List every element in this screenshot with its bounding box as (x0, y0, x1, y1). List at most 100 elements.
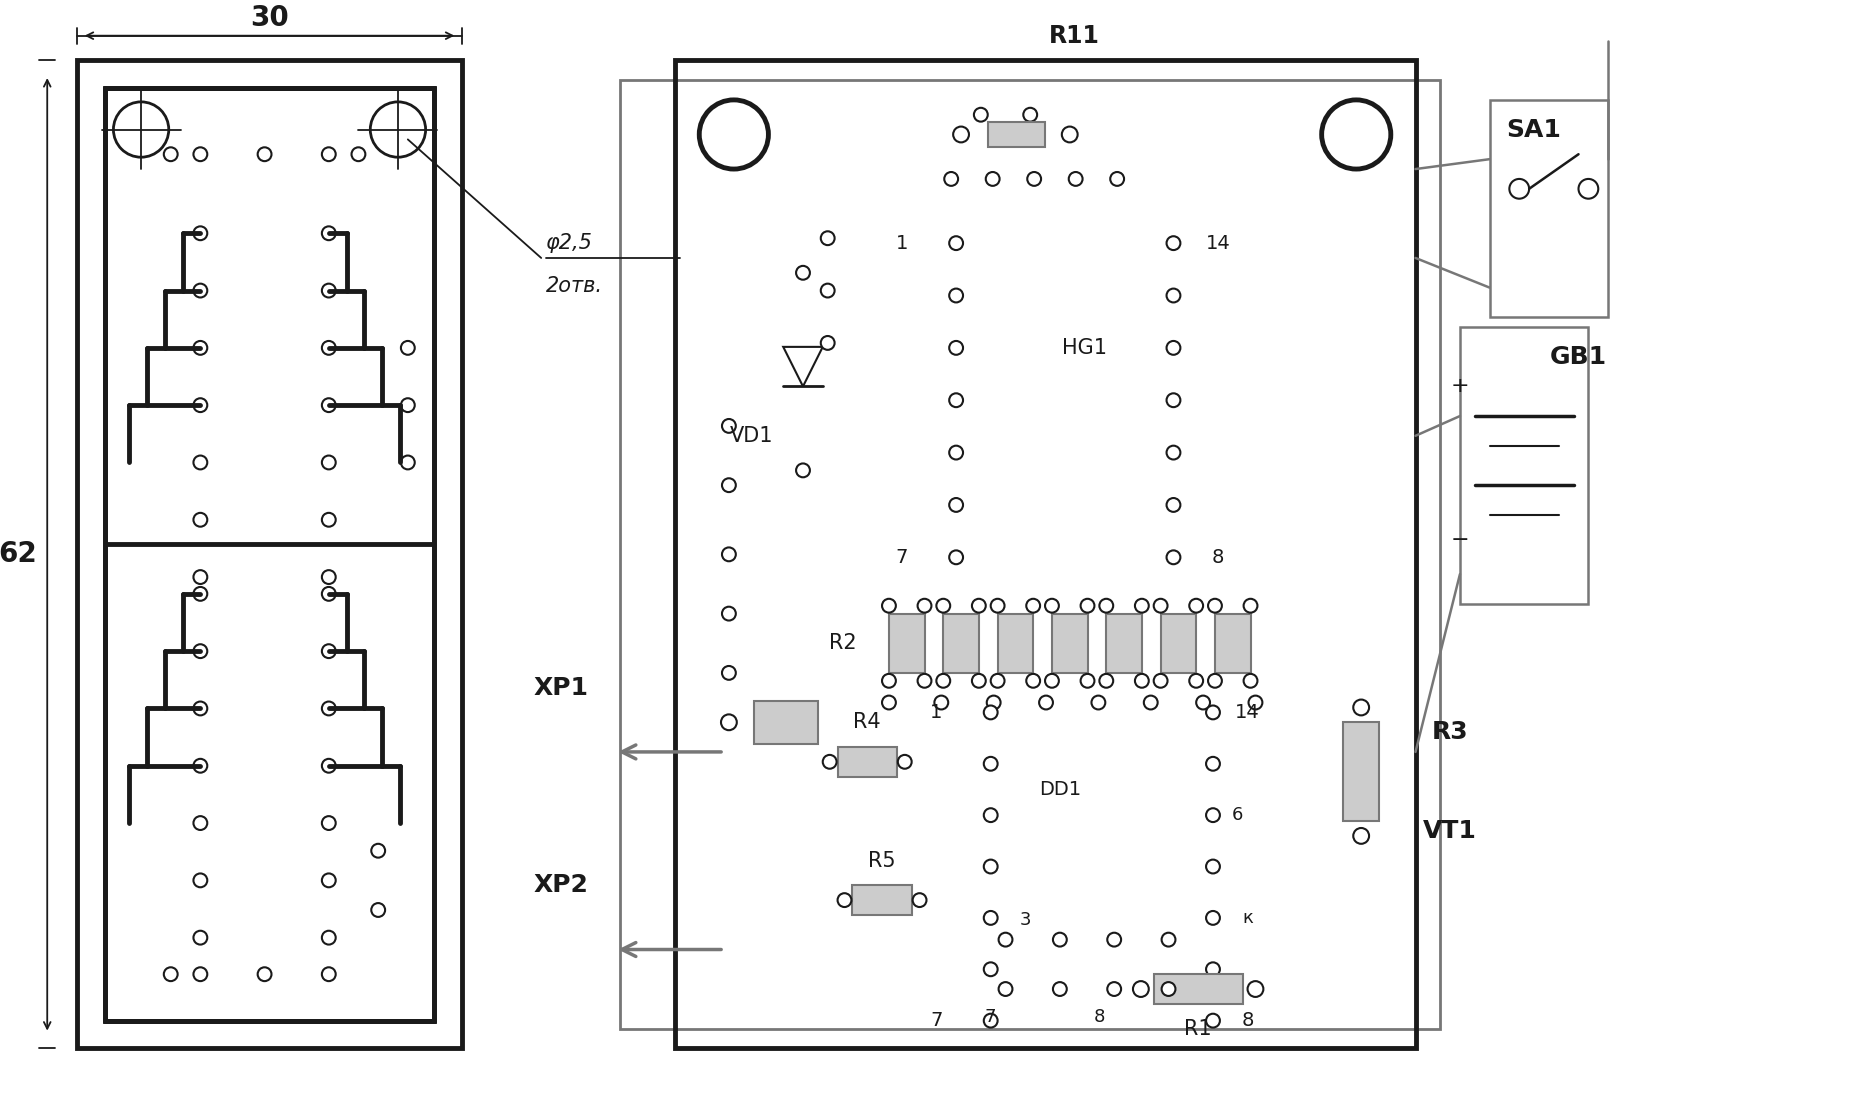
Circle shape (1579, 179, 1599, 199)
Bar (1052, 614, 1088, 672)
Circle shape (1510, 179, 1528, 199)
Circle shape (950, 551, 963, 564)
Circle shape (1166, 289, 1181, 302)
Circle shape (1133, 981, 1149, 997)
Text: VT1: VT1 (1424, 818, 1478, 843)
Bar (987, 122, 1045, 147)
Circle shape (1052, 932, 1067, 947)
Circle shape (1166, 237, 1181, 250)
Circle shape (1353, 700, 1370, 716)
Circle shape (321, 456, 336, 469)
Bar (1459, 327, 1588, 604)
Circle shape (321, 759, 336, 773)
Circle shape (987, 696, 1000, 709)
Text: к: к (1243, 909, 1252, 927)
Circle shape (944, 173, 957, 186)
Circle shape (321, 931, 336, 945)
Circle shape (722, 419, 735, 432)
Circle shape (321, 227, 336, 240)
Text: R4: R4 (853, 712, 881, 732)
Circle shape (991, 674, 1004, 688)
Text: 14: 14 (1235, 703, 1260, 722)
Text: SA1: SA1 (1506, 117, 1562, 142)
Circle shape (194, 701, 207, 716)
Circle shape (1045, 598, 1058, 613)
Bar (1107, 614, 1142, 672)
Bar (1489, 100, 1608, 317)
Text: R3: R3 (1431, 720, 1469, 744)
Bar (998, 614, 1034, 672)
Circle shape (974, 107, 987, 122)
Bar (77, 61, 463, 1048)
Circle shape (898, 755, 912, 769)
Bar (1215, 614, 1250, 672)
Text: GB1: GB1 (1551, 345, 1607, 368)
Circle shape (1069, 173, 1082, 186)
Circle shape (720, 714, 737, 730)
Circle shape (950, 341, 963, 355)
Circle shape (883, 598, 896, 613)
Text: XP2: XP2 (534, 874, 588, 897)
Circle shape (164, 968, 177, 981)
Circle shape (991, 598, 1004, 613)
Bar (1161, 614, 1196, 672)
Circle shape (983, 706, 998, 719)
Circle shape (194, 587, 207, 601)
Circle shape (983, 962, 998, 977)
Circle shape (114, 102, 168, 157)
Text: 7: 7 (985, 1008, 996, 1025)
Circle shape (918, 598, 931, 613)
Circle shape (1028, 173, 1041, 186)
Circle shape (1166, 394, 1181, 407)
Circle shape (950, 498, 963, 512)
Text: VD1: VD1 (730, 426, 773, 446)
Text: 8: 8 (1093, 1008, 1105, 1025)
Circle shape (1099, 674, 1114, 688)
Circle shape (371, 904, 384, 917)
Circle shape (1026, 674, 1039, 688)
Text: 30: 30 (250, 4, 289, 32)
Circle shape (321, 571, 336, 584)
Circle shape (1092, 696, 1105, 709)
Circle shape (258, 968, 271, 981)
Text: 7: 7 (896, 547, 909, 566)
Circle shape (1062, 126, 1079, 143)
Text: +: + (1450, 376, 1469, 396)
Circle shape (821, 231, 834, 246)
Circle shape (722, 607, 735, 620)
Circle shape (937, 674, 950, 688)
Bar (1344, 722, 1379, 821)
Circle shape (194, 931, 207, 945)
Text: R2: R2 (829, 634, 856, 654)
Circle shape (1207, 674, 1222, 688)
Circle shape (1166, 551, 1181, 564)
Circle shape (954, 126, 968, 143)
Text: 14: 14 (1205, 233, 1230, 252)
Text: −: − (1450, 530, 1469, 550)
Circle shape (321, 341, 336, 355)
Text: 1: 1 (929, 703, 942, 722)
Circle shape (1110, 173, 1123, 186)
Circle shape (1107, 932, 1121, 947)
Circle shape (983, 911, 998, 925)
Circle shape (194, 644, 207, 658)
Circle shape (1207, 598, 1222, 613)
Circle shape (1153, 674, 1168, 688)
Circle shape (700, 100, 769, 169)
Circle shape (194, 398, 207, 413)
Circle shape (1080, 598, 1095, 613)
Circle shape (983, 757, 998, 771)
Circle shape (722, 478, 735, 492)
Circle shape (164, 147, 177, 161)
Circle shape (321, 147, 336, 161)
Text: 8: 8 (1211, 547, 1224, 566)
Circle shape (194, 874, 207, 887)
Bar (888, 614, 924, 672)
Circle shape (823, 755, 836, 769)
Circle shape (1144, 696, 1157, 709)
Circle shape (1189, 674, 1204, 688)
Circle shape (258, 147, 271, 161)
Circle shape (194, 227, 207, 240)
Circle shape (838, 894, 851, 907)
Circle shape (985, 173, 1000, 186)
